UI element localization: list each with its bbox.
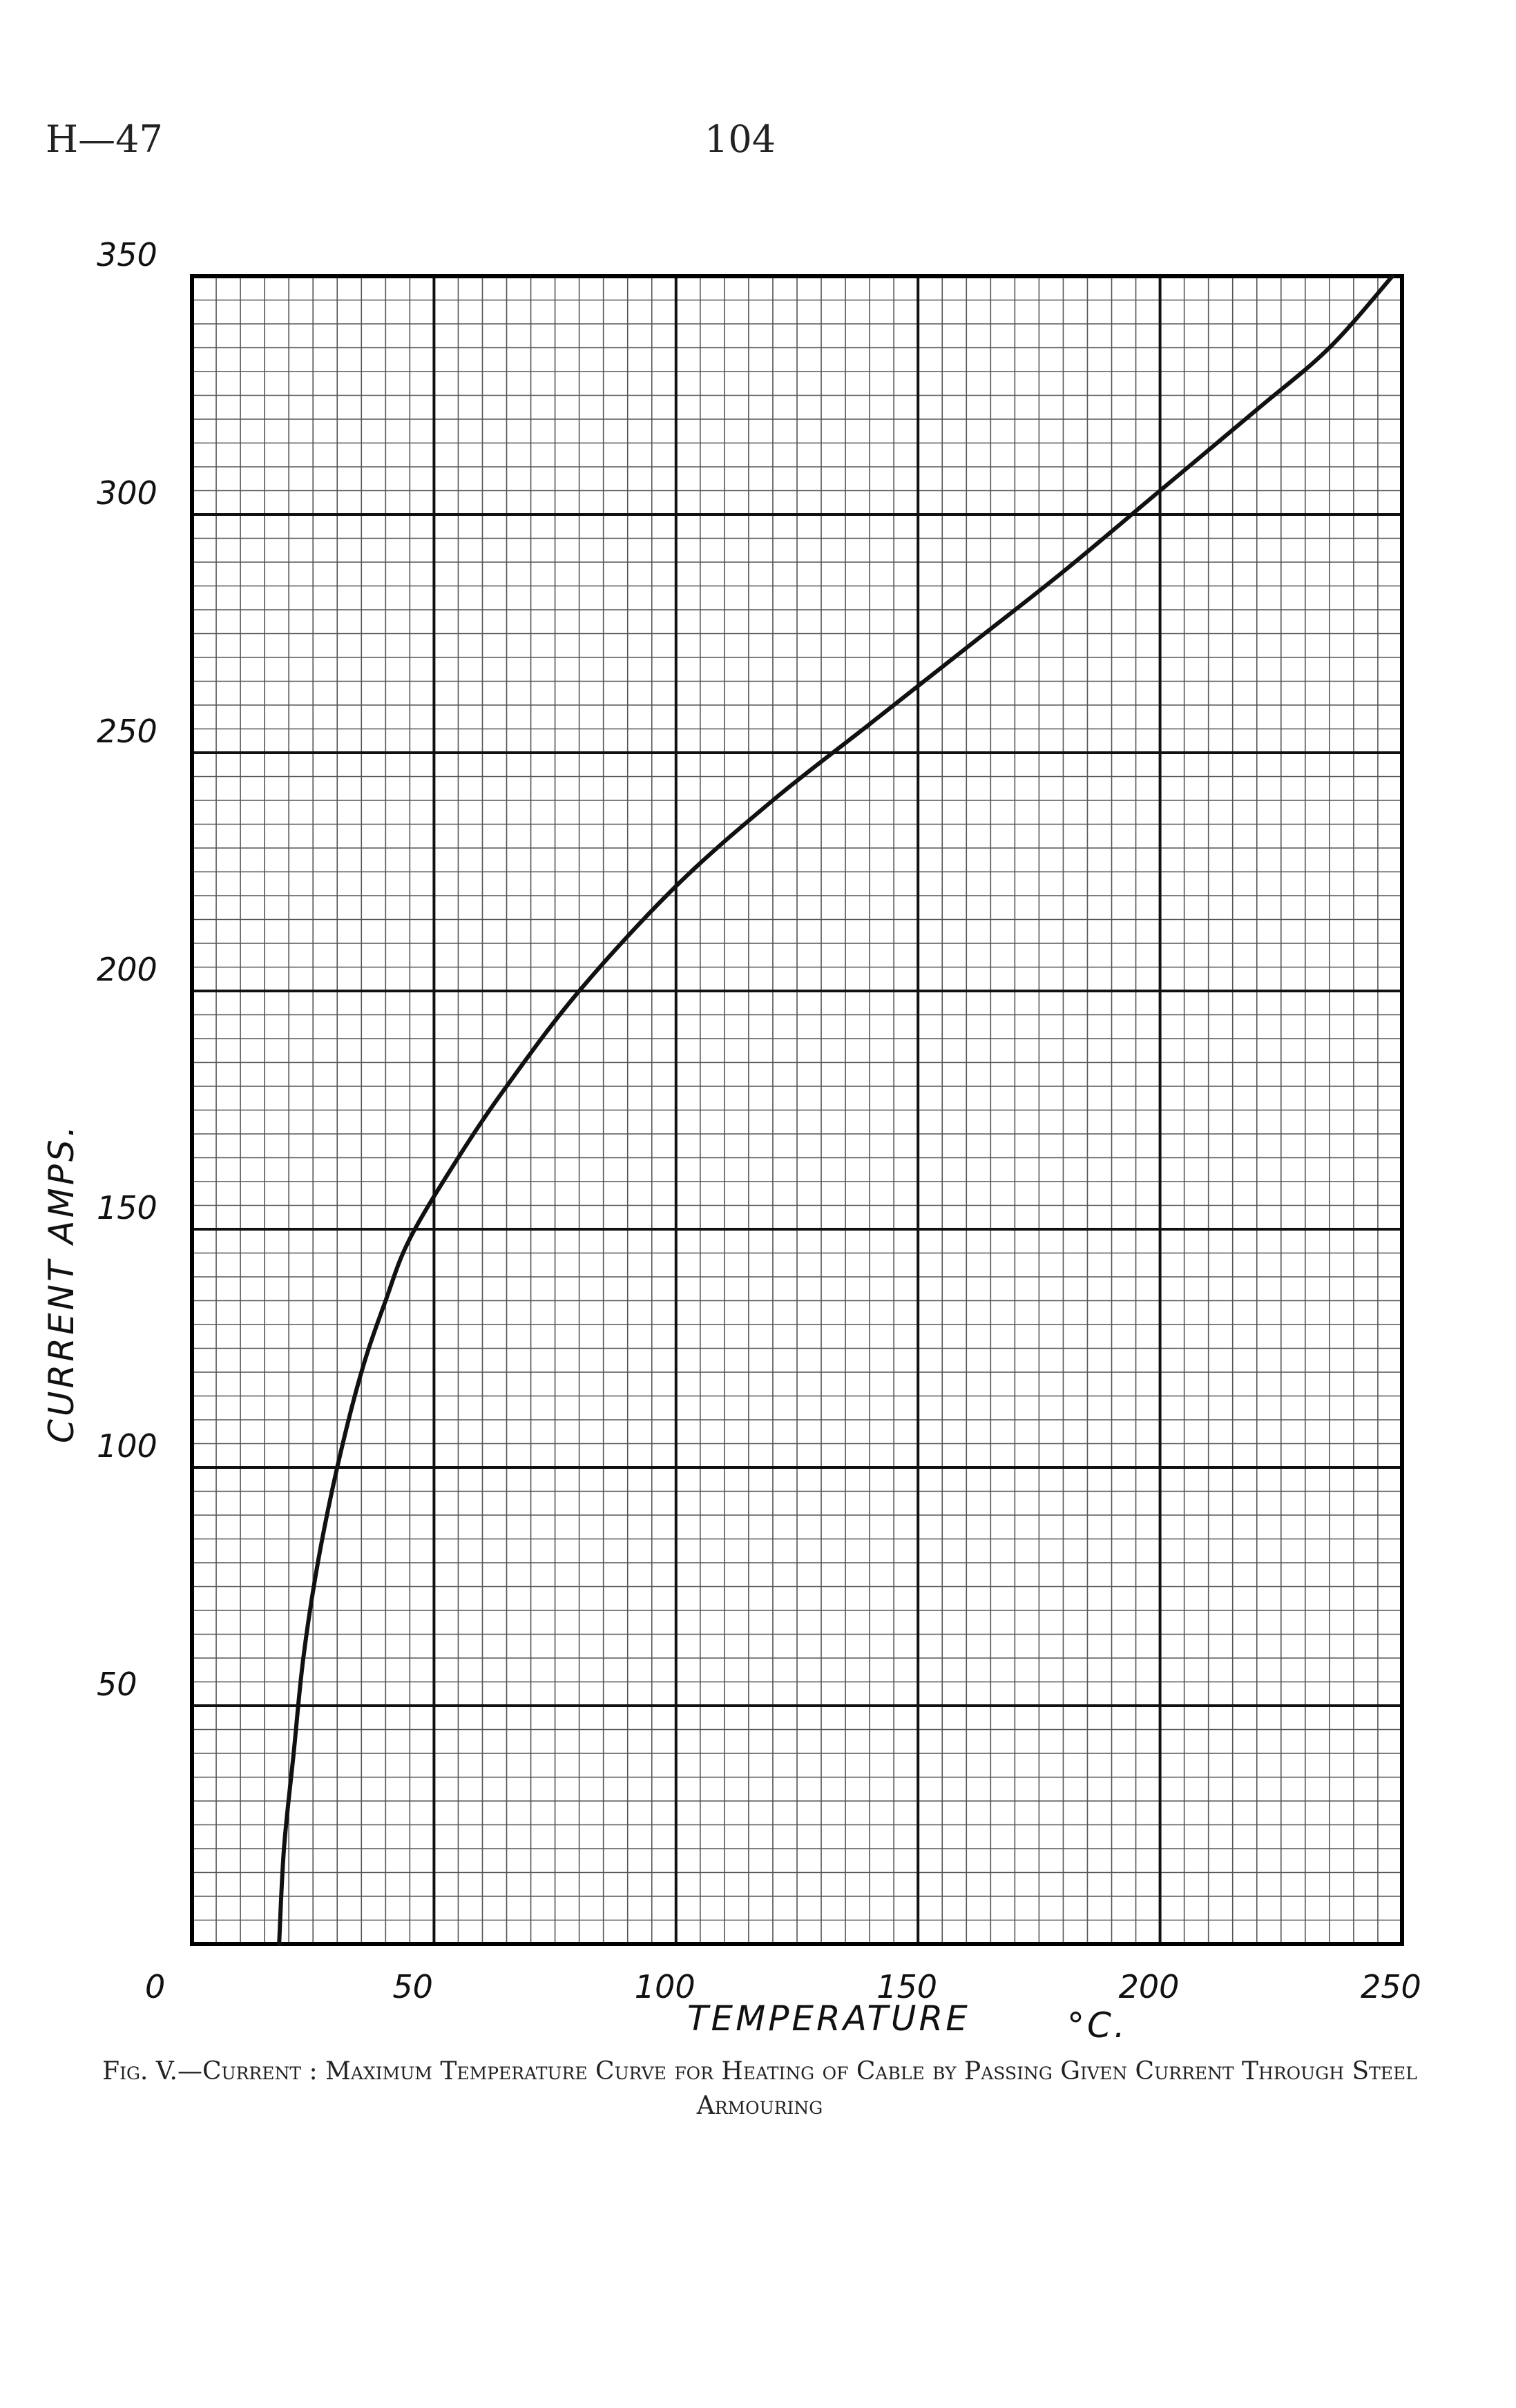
figure-caption: Fig. V.—Current : Maximum Temperature Cu… [102,2057,1417,2120]
y-tick-label: 250 [97,713,157,750]
y-tick-label: 100 [97,1427,157,1465]
y-axis-title: CURRENT AMPS. [41,1123,81,1443]
y-tick-labels: 50 100 150 200 250 300 350 [97,236,157,1703]
x-tick-label: 250 [1361,1968,1421,2005]
x-tick-labels: 0 50 100 150 200 250 [145,1968,1421,2005]
page-number: 104 [704,117,776,161]
plot-frame [190,274,1404,1946]
x-tick-label: 0 [145,1968,165,2005]
y-tick-label: 200 [97,951,157,988]
x-tick-label: 200 [1119,1968,1180,2005]
x-tick-label: 150 [876,1968,937,2005]
x-tick-label: 100 [635,1968,695,2005]
series-line-current-vs-temperature [277,274,1394,1946]
page-header: H—47 104 [0,104,1516,173]
x-axis-unit: °C. [1067,2005,1128,2045]
y-tick-label: 300 [97,474,157,512]
y-tick-label: 50 [97,1666,137,1703]
grid-minor [192,276,1402,1944]
x-axis-title: TEMPERATURE [687,1998,970,2039]
page-header-code: H—47 [46,117,163,161]
y-tick-label: 350 [97,236,157,273]
grid-major [192,276,1402,1944]
chart: 50 100 150 200 250 300 350 0 50 100 150 200 250 TEM… [41,236,1421,2045]
y-tick-label: 150 [97,1189,157,1226]
x-tick-label: 50 [392,1968,433,2005]
